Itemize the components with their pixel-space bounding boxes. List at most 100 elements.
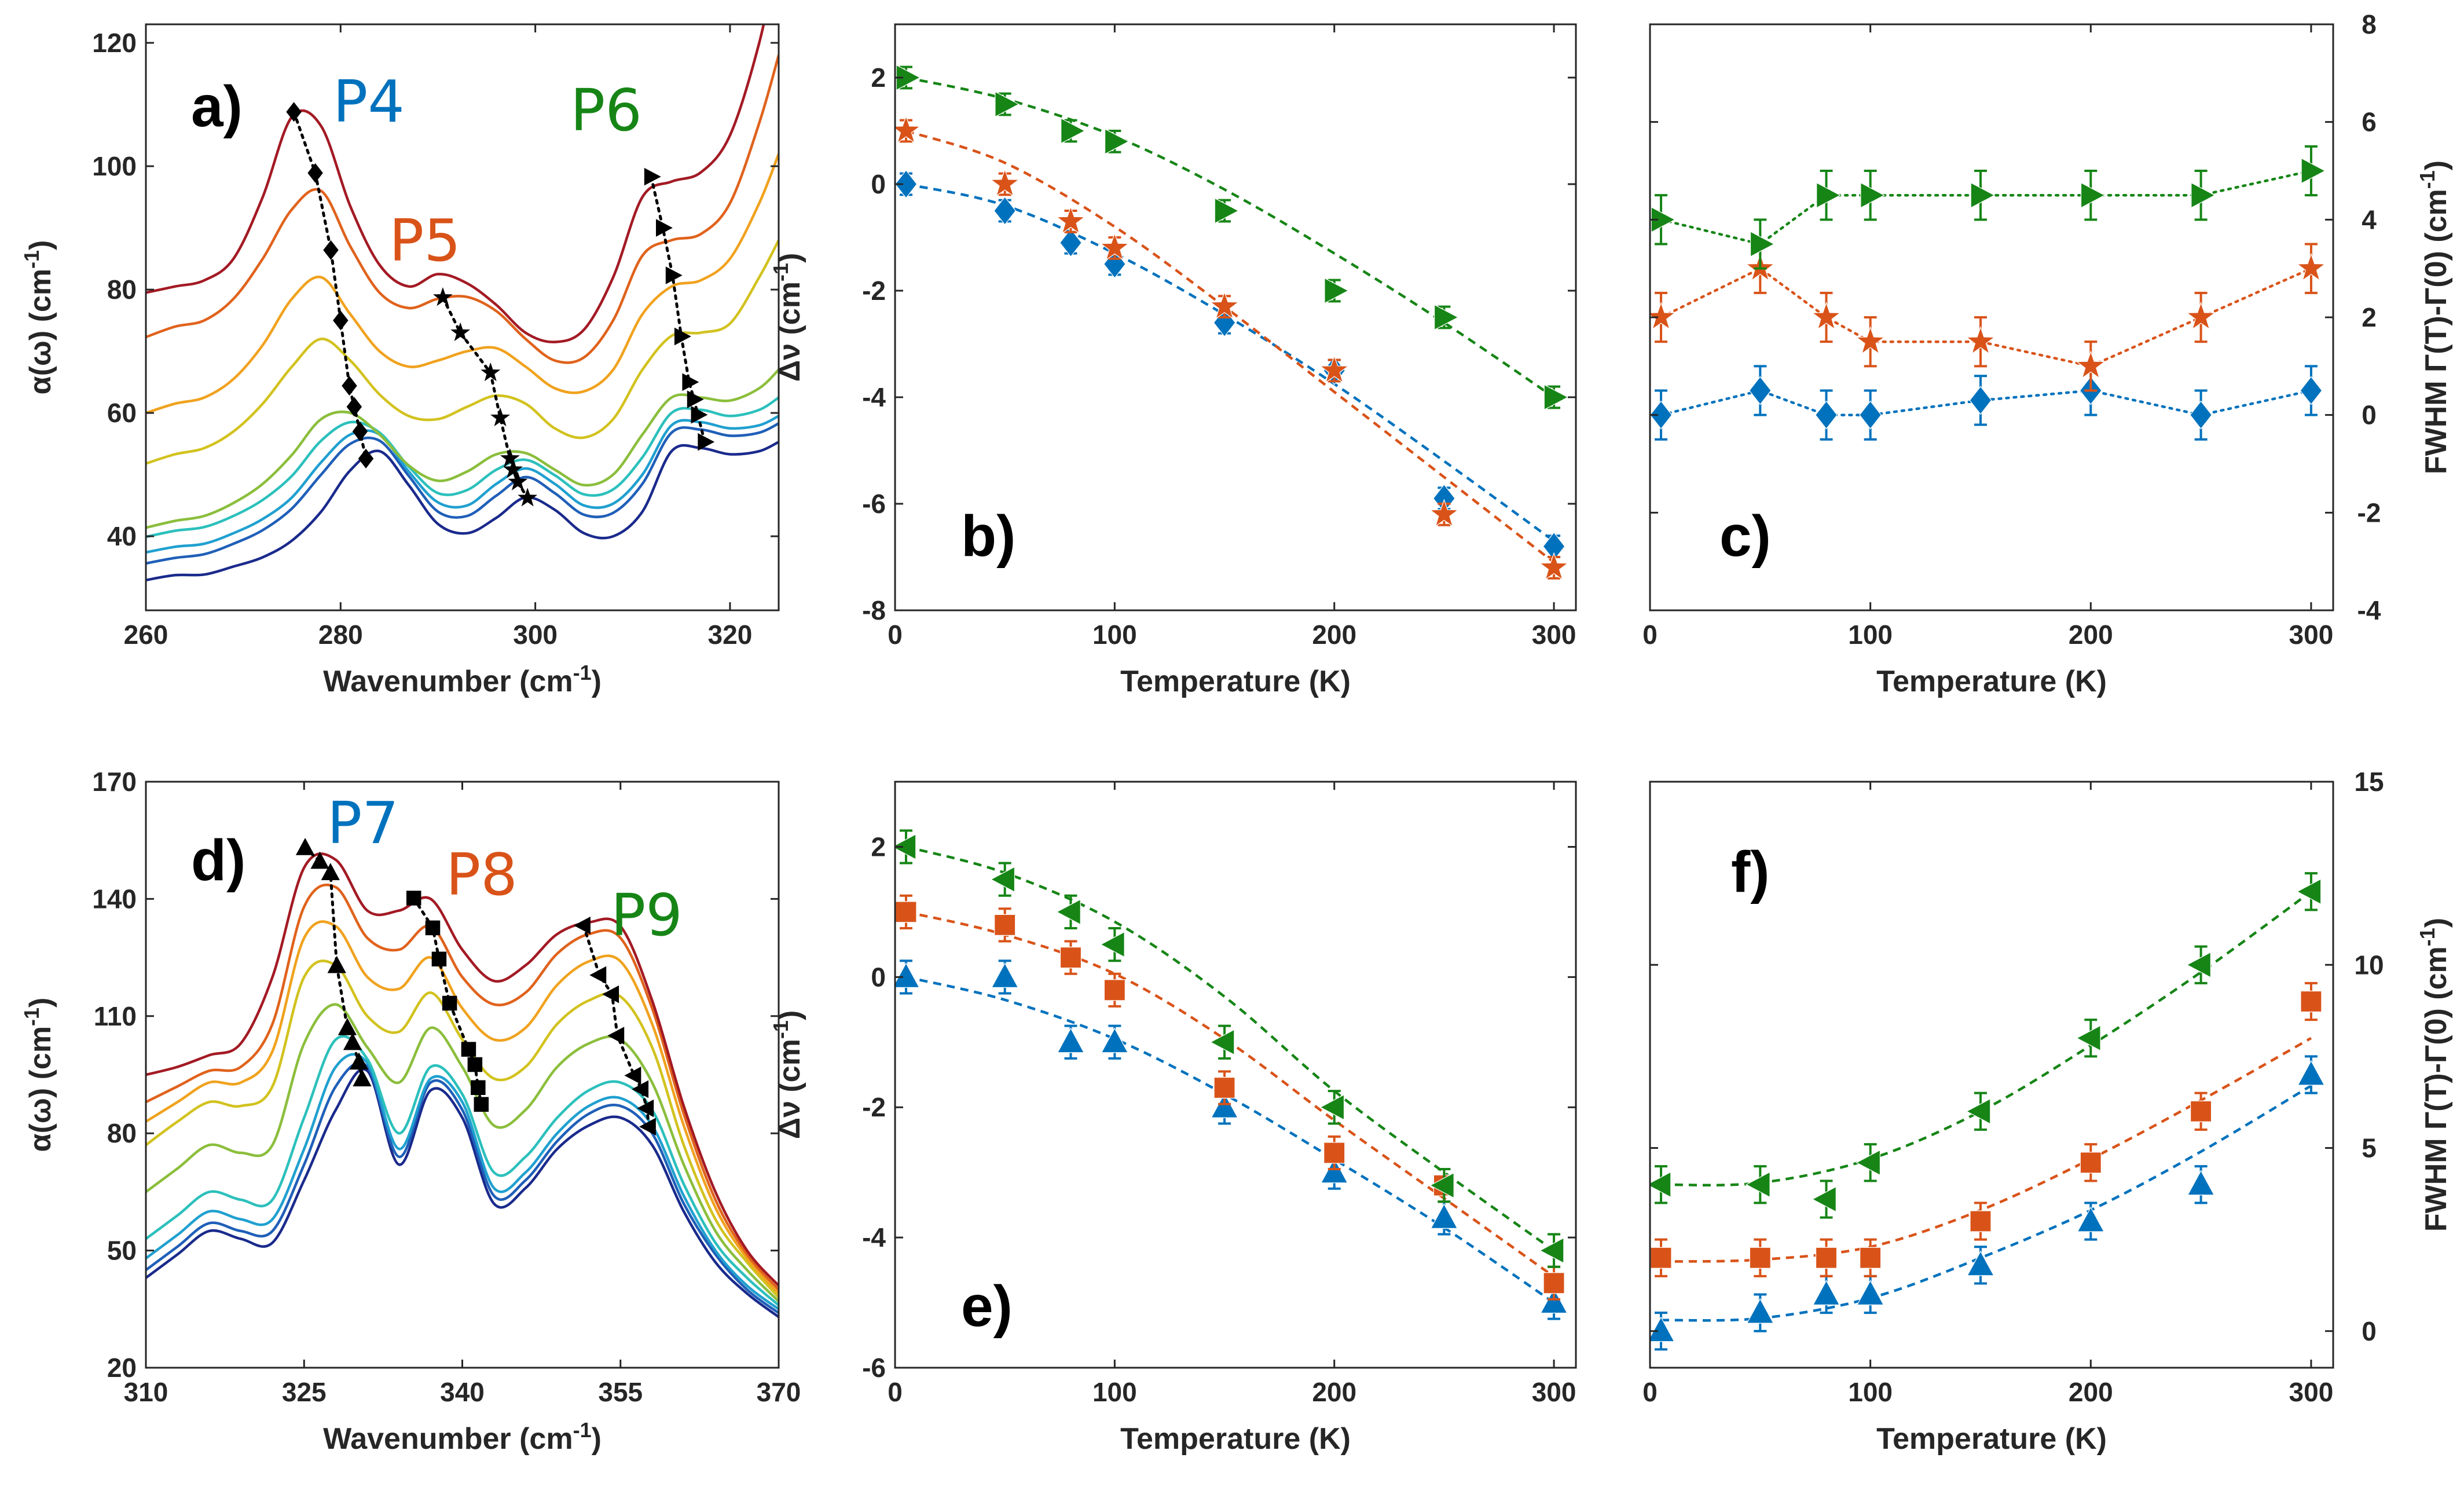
- y-tick-label: 0: [871, 962, 886, 992]
- peak-marker-P7: [310, 851, 329, 869]
- data-point-P9: [1209, 1029, 1235, 1056]
- x-tick-label: 0: [888, 620, 903, 650]
- peak-marker-P5: [518, 488, 538, 507]
- spectrum-line-T4: [146, 396, 779, 539]
- peak-marker-P8: [431, 951, 447, 967]
- panel-f: 0 100 200 300 0 5 10 15 Temperature (K) FWHM Γ(T)…: [1642, 767, 2453, 1456]
- panel-d: 310 325 340 355 370 20 50 80 110 140 170 Wavenumber…: [20, 767, 801, 1456]
- peak-marker-P9: [632, 1080, 649, 1098]
- y-axis-label: α(ω) (cm-1): [20, 998, 57, 1152]
- data-point-P7: [1101, 1027, 1129, 1053]
- spectrum-line-T2: [146, 1061, 779, 1314]
- y-tick-label: 60: [107, 398, 137, 428]
- data-point-P4: [1748, 376, 1772, 405]
- data-point-P8: [1213, 1076, 1235, 1099]
- y-tick-label: 80: [107, 274, 137, 305]
- data-point-P6: [1860, 182, 1885, 208]
- data-point-P9: [1812, 1186, 1836, 1213]
- x-axis-label: Temperature (K): [1876, 1422, 2107, 1456]
- data-point-P8: [2080, 1152, 2102, 1174]
- data-point-P8: [1815, 1247, 1838, 1269]
- y-tick-label: 120: [92, 28, 137, 58]
- peak-marker-P6: [674, 327, 691, 346]
- plot-area: [1650, 872, 2325, 1351]
- y-tick-label: -4: [862, 382, 886, 412]
- y-tick-label: 50: [107, 1236, 137, 1266]
- axes-frame: [1649, 781, 2334, 1369]
- data-point-P7: [1967, 1250, 1994, 1276]
- y-tick-label: 0: [2362, 1316, 2377, 1346]
- peak-marker-P5: [508, 471, 528, 490]
- x-tick-label: 310: [124, 1377, 168, 1407]
- data-point-P7: [991, 962, 1019, 988]
- spectrum-line-T1: [146, 441, 779, 582]
- x-axis-label: Temperature (K): [1120, 665, 1351, 698]
- x-tick-label: 300: [513, 620, 558, 650]
- x-tick-label: 100: [1848, 1377, 1893, 1407]
- fit-line-P5: [905, 129, 1555, 563]
- peak-marker-P9: [637, 1099, 654, 1118]
- data-point-P5: [2076, 350, 2106, 379]
- y-tick-label: -6: [862, 489, 886, 519]
- data-point-P4: [1059, 228, 1082, 258]
- peak-label-P9: P9: [611, 881, 683, 949]
- data-point-P9: [1966, 1098, 1991, 1125]
- y-tick-label: -6: [862, 1353, 886, 1383]
- spectrum-line-T6: [146, 959, 779, 1299]
- data-point-P5: [1966, 326, 1996, 355]
- peak-marker-P9: [624, 1067, 641, 1085]
- data-point-P6: [1816, 182, 1841, 208]
- data-point-P5: [1811, 301, 1842, 330]
- y-tick-label: 4: [2362, 204, 2377, 235]
- axes-frame: [894, 781, 1577, 1369]
- y-tick-label: -4: [2357, 595, 2381, 625]
- data-point-P7: [2077, 1206, 2105, 1232]
- data-point-P8: [1860, 1247, 1882, 1269]
- peak-marker-P5: [432, 287, 453, 306]
- x-axis-label: Wavenumber (cm-1): [323, 1418, 602, 1456]
- x-tick-label: 320: [708, 620, 753, 650]
- data-point-P4: [895, 170, 918, 199]
- panel-c: 0 100 200 300 -4 -2 0 2 4 6 8 Temperature (K) FWHM Γ…: [1642, 9, 2453, 698]
- peak-label-P4: P4: [333, 68, 405, 135]
- peak-marker-P8: [471, 1080, 486, 1096]
- data-point-P7: [1746, 1298, 1774, 1324]
- y-tick-label: 40: [107, 521, 137, 551]
- peak-marker-P9: [639, 1118, 656, 1136]
- spectrum-line-T2: [146, 422, 779, 565]
- peak-marker-P4: [352, 422, 368, 442]
- x-tick-label: 200: [2069, 620, 2113, 650]
- data-point-P7: [1057, 1027, 1085, 1053]
- data-point-P4: [1650, 400, 1673, 430]
- peak-marker-P4: [342, 376, 357, 396]
- x-tick-label: 300: [1532, 1377, 1576, 1407]
- spectrum-line-T4: [146, 1035, 779, 1306]
- y-tick-label: 2: [2362, 302, 2377, 332]
- x-tick-label: 100: [1092, 620, 1137, 650]
- y-tick-label: 15: [2354, 767, 2384, 797]
- y-tick-label: 140: [92, 884, 137, 914]
- data-point-P8: [2300, 990, 2322, 1013]
- spectrum-line-T7: [146, 153, 779, 415]
- x-tick-label: 100: [1092, 1377, 1137, 1407]
- y-axis-label: FWHM Γ(T)-Γ(0) (cm-1): [2415, 918, 2453, 1232]
- peak-marker-P7: [343, 1032, 362, 1050]
- y-tick-label: 6: [2362, 107, 2377, 137]
- spectrum-line-T7: [146, 920, 779, 1295]
- data-point-P6: [1750, 230, 1775, 258]
- y-tick-label: 0: [871, 169, 886, 199]
- data-point-P5: [2186, 301, 2216, 330]
- data-point-P7: [1430, 1203, 1458, 1229]
- data-point-P8: [1103, 979, 1125, 1001]
- data-point-P7: [2297, 1060, 2325, 1086]
- peak-marker-P9: [589, 966, 607, 984]
- data-point-P7: [1812, 1280, 1840, 1306]
- plot-area: [1650, 145, 2326, 441]
- peak-marker-P8: [461, 1042, 476, 1057]
- data-point-P8: [1650, 1247, 1672, 1269]
- data-point-P5: [1055, 206, 1086, 235]
- peak-marker-P5: [490, 407, 511, 427]
- data-point-P6: [1104, 128, 1130, 155]
- data-point-P6: [2301, 158, 2326, 184]
- y-axis-label: Δν (cm-1): [769, 1010, 806, 1140]
